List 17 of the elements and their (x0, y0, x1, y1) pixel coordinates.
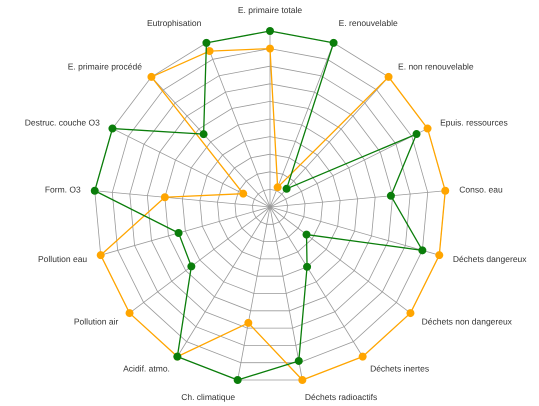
spoke-label: Eutrophisation (146, 18, 202, 28)
spoke-label: Déchets dangereux (452, 254, 528, 264)
spoke-label: Déchets radioactifs (304, 392, 378, 402)
spoke-label: Pollution air (74, 316, 118, 327)
spoke-label: E. renouvelable (338, 18, 398, 28)
spoke-label: Destruc. couche O3 (24, 117, 100, 128)
spoke-label: Form. O3 (44, 184, 81, 194)
spoke-label: Conso. eau (459, 184, 504, 194)
spoke-label: Pollution eau (38, 254, 88, 264)
spoke-label: E. primaire totale (238, 4, 302, 15)
spoke-label: E. non renouvelable (398, 62, 474, 72)
spoke-label: Déchets non dangereux (422, 316, 513, 327)
spoke-label: Ch. climatique (181, 392, 236, 402)
spoke-label: Epuis. ressources (440, 117, 508, 128)
spoke-label: Acidif. atmo. (123, 364, 170, 374)
spoke-label: E. primaire procédé (68, 62, 142, 72)
spoke-label: Déchets inertes (370, 364, 430, 374)
